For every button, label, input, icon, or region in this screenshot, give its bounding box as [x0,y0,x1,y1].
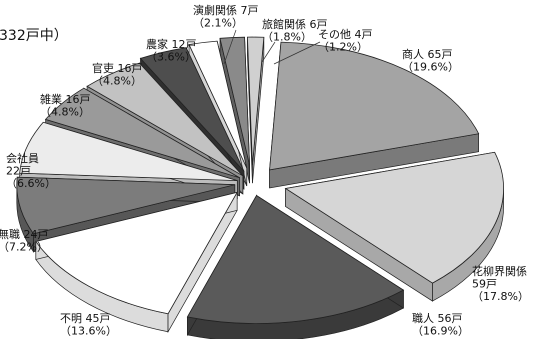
pie-slices [16,36,504,324]
slice-labels: 商人 65戸（19.6%）花柳界関係 59戸（17.8%）職人 56戸（16.9%… [0,3,529,338]
pie-slice-11 [219,36,250,166]
slice-label-7: 雑業 16戸（4.8%） [40,92,91,119]
slice-label-line: 会社員 [6,151,39,165]
slice-label-line: （6.6%） [6,177,56,190]
slice-label-line: 演劇関係 7戸 [193,3,259,17]
slice-label-line: 不明 45戸 [60,312,111,325]
slice-label-line: （13.6%） [60,325,117,338]
slice-label-8: 官吏 16戸（4.8%） [92,61,143,88]
leader-line [261,41,276,63]
pie-slice-6 [19,121,238,182]
slice-label-line: 商人 65戸 [402,47,453,61]
slice-label-line: （2.1%） [193,17,243,30]
slice-label-6: 会社員 22戸（6.6%） [6,151,56,190]
slice-label-line: （4.8%） [92,75,142,88]
slice-label-line: 官吏 16戸 [92,61,143,75]
slice-label-line: 無職 24戸 [0,227,49,241]
pie-slice-12 [247,36,265,166]
slice-label-line: （1.8%） [262,31,312,44]
pie-slice-2 [284,151,504,284]
slice-label-line: （17.8%） [472,290,529,303]
slice-label-1: 商人 65戸（19.6%） [402,47,459,74]
slice-label-line: 農家 12戸 [146,37,197,51]
pie-slice-4 [35,191,238,315]
slice-label-5: 無職 24戸（7.2%） [0,227,49,254]
leader-lines [223,29,321,65]
slice-label-line: 59戸 [472,278,497,291]
slice-label-line: （1.2%） [318,41,368,54]
slice-label-10: 演劇関係 7戸（2.1%） [193,3,259,30]
slice-label-3: 職人 56戸（16.9%） [412,312,469,338]
slice-label-2: 花柳界関係 59戸（17.8%） [472,264,529,303]
leader-line [273,41,321,65]
slice-label-line: （7.2%） [0,241,48,254]
pie-slice-1 [269,41,480,171]
slice-label-line: 花柳界関係 [472,264,527,278]
slice-label-line: （16.9%） [412,325,469,338]
slice-label-11: 旅館関係 6戸（1.8%） [262,17,328,44]
slice-label-4: 不明 45戸（13.6%） [60,312,117,338]
pie-slice-3 [186,194,405,324]
slice-label-line: （4.8%） [40,106,90,119]
slice-label-line: （19.6%） [402,61,459,74]
slice-label-line: 22戸 [6,165,31,178]
slice-label-9: 農家 12戸（3.6%） [146,37,197,64]
slice-label-line: その他 4戸 [318,28,373,41]
slice-label-line: 雑業 16戸 [40,92,91,106]
pie-slice-5 [16,176,235,235]
pie-slice-7 [44,87,240,179]
slice-label-line: 旅館関係 6戸 [262,17,328,31]
pie-slice-8 [86,62,244,177]
leader-line [223,29,237,65]
slice-label-12: その他 4戸（1.2%） [318,28,373,54]
chart-title: 332戸中） [0,28,68,44]
slice-label-line: 職人 56戸 [412,312,463,325]
pie-slice-10 [188,40,248,169]
slice-label-line: （3.6%） [146,51,196,64]
pie-slice-9 [139,47,245,172]
